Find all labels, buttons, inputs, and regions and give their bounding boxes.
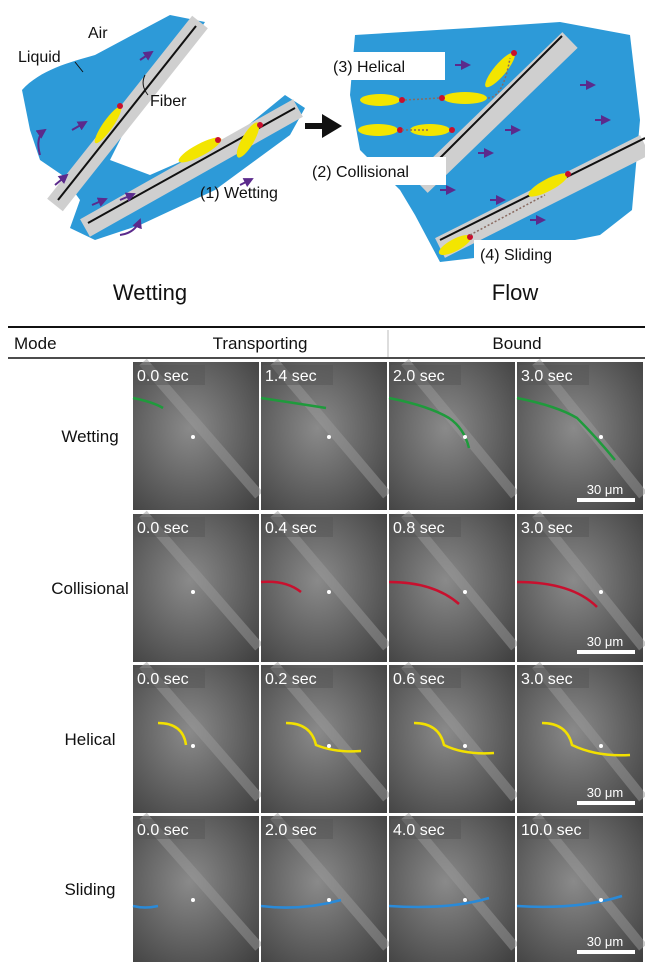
cell-head [117,103,123,109]
particle [463,744,467,748]
particle [599,898,603,902]
scale-bar [577,650,635,654]
micrograph: 0.8 sec [389,514,515,662]
micrograph: 0.4 sec [261,514,387,662]
time-label: 0.0 sec [137,671,189,688]
particle [191,590,195,594]
label-fiber: Fiber [150,93,187,110]
micrograph: 4.0 sec [389,816,515,962]
particle [191,435,195,439]
particle [463,435,467,439]
particle [463,898,467,902]
time-label: 0.0 sec [137,822,189,839]
time-label: 0.8 sec [393,520,445,537]
label-air: Air [88,25,108,42]
time-label: 4.0 sec [393,822,445,839]
mode-label: Sliding [64,880,115,899]
cell-head [215,137,221,143]
header-group: Transporting [213,334,308,353]
arrow-head [322,114,342,138]
label-mode: (4) Sliding [480,247,552,264]
micrograph: 0.0 sec [133,665,259,813]
time-label: 3.0 sec [521,671,573,688]
particle [599,590,603,594]
particle [327,744,331,748]
micrograph: 3.0 sec 30 μm [517,665,643,813]
time-label: 0.2 sec [265,671,317,688]
time-label: 3.0 sec [521,368,573,385]
header-mode: Mode [14,334,57,353]
micrograph: 3.0 sec 30 μm [517,362,643,510]
micrograph: 0.0 sec [133,514,259,662]
scale-bar-label: 30 μm [587,934,623,949]
time-label: 0.0 sec [137,368,189,385]
scale-bar-label: 30 μm [587,785,623,800]
particle [327,898,331,902]
scale-bar [577,950,635,954]
micrograph: 3.0 sec 30 μm [517,514,643,662]
time-label: 3.0 sec [521,520,573,537]
time-label: 1.4 sec [265,368,317,385]
micrograph: 2.0 sec [261,816,387,962]
cell-head [257,122,263,128]
wetting-schematic: Air Liquid Fiber (1) Wetting Wetting [18,15,305,305]
figure: Air Liquid Fiber (1) Wetting Wetting [0,0,645,962]
label-mode: (3) Helical [333,59,405,76]
particle [599,435,603,439]
particle [191,898,195,902]
micrograph: 2.0 sec [389,362,515,510]
micrograph: 0.2 sec [261,665,387,813]
header-group: Bound [492,334,541,353]
scale-bar-label: 30 μm [587,482,623,497]
panel-title: Wetting [113,280,187,305]
micrograph: 0.0 sec [133,362,259,510]
time-label: 0.6 sec [393,671,445,688]
label-liquid: Liquid [18,49,61,66]
particle [599,744,603,748]
particle [463,590,467,594]
mode-label: Collisional [51,579,128,598]
flow-schematic: (3) Helical (2) Collisional (4) Sliding … [308,22,645,305]
scale-bar-label: 30 μm [587,634,623,649]
micrograph: 0.6 sec [389,665,515,813]
time-label: 2.0 sec [393,368,445,385]
time-label: 2.0 sec [265,822,317,839]
particle [191,744,195,748]
mode-label: Helical [64,730,115,749]
micrograph-grid: Wetting 0.0 sec 1.4 sec 2.0 sec 3.0 sec 30 μm… [51,362,643,962]
time-label: 0.0 sec [137,520,189,537]
mode-label: Wetting [61,427,118,446]
label-mode: (2) Collisional [312,164,409,181]
scale-bar [577,498,635,502]
scale-bar [577,801,635,805]
micrograph: 1.4 sec [261,362,387,510]
particle [327,590,331,594]
particle [327,435,331,439]
micrograph: 10.0 sec 30 μm [517,816,643,962]
micrograph: 0.0 sec [133,816,259,962]
label-mode: (1) Wetting [200,185,278,202]
time-label: 10.0 sec [521,822,581,839]
time-label: 0.4 sec [265,520,317,537]
panel-title: Flow [492,280,539,305]
